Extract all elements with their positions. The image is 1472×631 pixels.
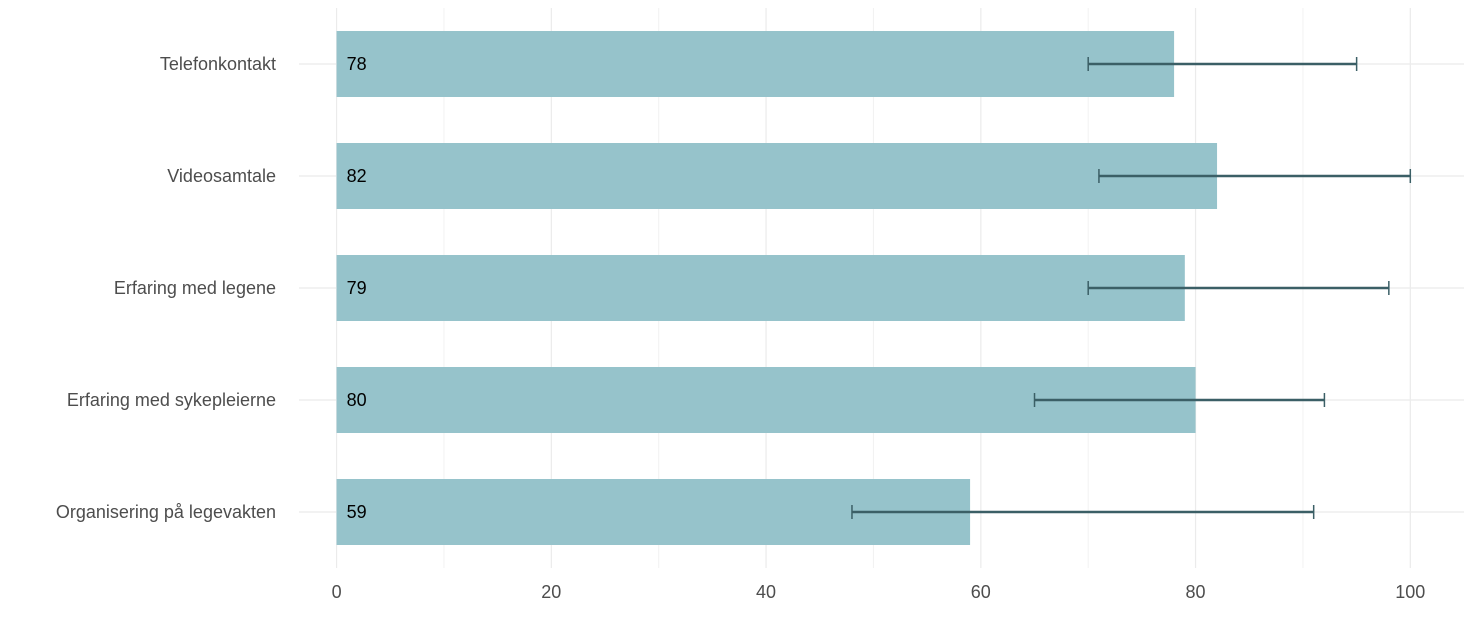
- y-tick-label: Erfaring med legene: [114, 278, 276, 298]
- data-label: 78: [347, 54, 367, 74]
- data-label: 80: [347, 390, 367, 410]
- x-tick-label: 40: [756, 582, 776, 602]
- y-tick-label: Erfaring med sykepleierne: [67, 390, 276, 410]
- data-label: 82: [347, 166, 367, 186]
- bar: [336, 143, 1218, 209]
- bar: [336, 255, 1185, 321]
- y-tick-label: Videosamtale: [167, 166, 276, 186]
- x-tick-label: 60: [971, 582, 991, 602]
- x-tick-label: 0: [332, 582, 342, 602]
- data-label: 79: [347, 278, 367, 298]
- bar: [336, 31, 1175, 97]
- x-tick-label: 20: [541, 582, 561, 602]
- data-label: 59: [347, 502, 367, 522]
- x-tick-label: 100: [1395, 582, 1425, 602]
- y-tick-label: Telefonkontakt: [160, 54, 276, 74]
- y-tick-label: Organisering på legevakten: [56, 502, 276, 522]
- x-tick-label: 80: [1186, 582, 1206, 602]
